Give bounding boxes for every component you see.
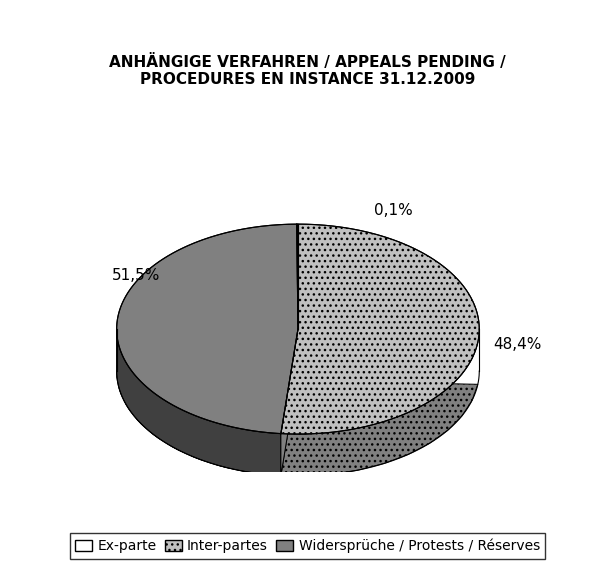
Text: 48,4%: 48,4% — [493, 337, 542, 352]
Legend: Ex-parte, Inter-partes, Widersprüche / Protests / Réserves: Ex-parte, Inter-partes, Widersprüche / P… — [69, 533, 546, 559]
Polygon shape — [117, 224, 298, 434]
Polygon shape — [117, 333, 281, 475]
Polygon shape — [297, 224, 298, 329]
Polygon shape — [117, 330, 478, 476]
Text: ANHÄNGIGE VERFAHREN / APPEALS PENDING /
PROCEDURES EN INSTANCE 31.12.2009: ANHÄNGIGE VERFAHREN / APPEALS PENDING / … — [109, 54, 506, 87]
Text: 0,1%: 0,1% — [374, 203, 413, 218]
Polygon shape — [281, 329, 298, 475]
Polygon shape — [281, 329, 298, 475]
Text: 51,5%: 51,5% — [111, 268, 160, 283]
Polygon shape — [281, 224, 479, 434]
